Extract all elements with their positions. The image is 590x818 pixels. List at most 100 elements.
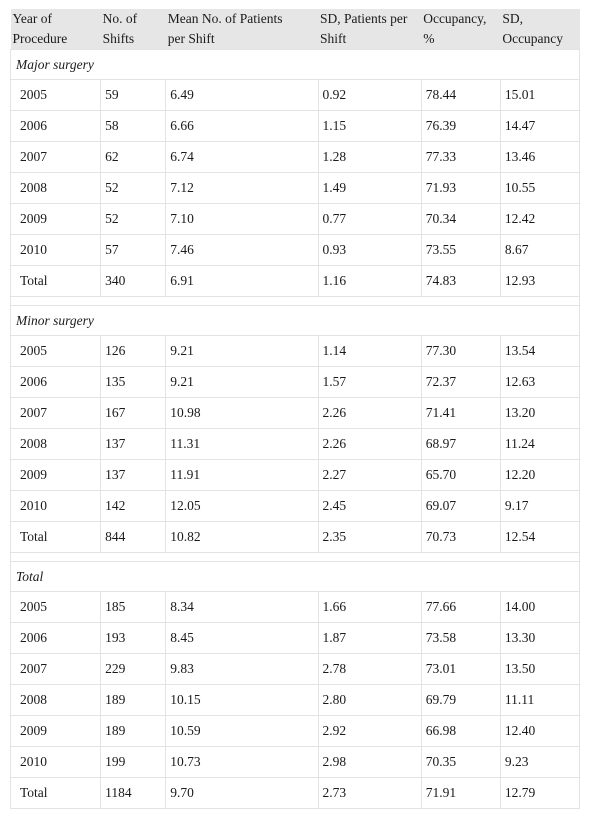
table-row: Total 844 10.82 2.35 70.73 12.54 [9,521,581,553]
mean-patients-header: Mean No. of Patients per Shift [166,9,318,50]
table-cell: 14.00 [500,591,581,623]
column-header-line: SD, [502,11,523,26]
table-cell: 11.11 [500,684,581,716]
table-row: 2005 59 6.49 0.92 78.44 15.01 [9,79,581,111]
table-cell: 12.54 [500,521,581,553]
table-cell: 73.55 [421,234,501,266]
table-cell: 10.82 [165,521,319,553]
table-cell: 137 [100,459,167,491]
table-row: 2006 58 6.66 1.15 76.39 14.47 [9,110,581,142]
table-cell: 8.67 [500,234,581,266]
table-cell: 2009 [9,715,102,747]
table-row: 2008 137 11.31 2.26 68.97 11.24 [9,428,581,460]
table-cell: 2010 [9,234,102,266]
table-cell: 1.15 [318,110,422,142]
table-cell: 6.74 [165,141,319,173]
table-cell: 52 [100,172,167,204]
table-row: 2010 142 12.05 2.45 69.07 9.17 [9,490,581,522]
table-cell: Total [9,777,102,809]
table-cell: 52 [100,203,167,235]
table-cell: 65.70 [421,459,501,491]
table-cell: 74.83 [421,265,501,297]
table-cell: 10.55 [500,172,581,204]
table-cell: 2.78 [318,653,422,685]
column-header-line: Year of [12,11,53,26]
column-header-line: % [423,31,435,46]
section-header-row: Total [10,561,580,592]
table-cell: 7.12 [165,172,319,204]
table-row: 2010 199 10.73 2.98 70.35 9.23 [9,746,581,778]
table-cell: 2.26 [318,428,422,460]
table-cell: 12.05 [165,490,319,522]
table-cell: 13.46 [500,141,581,173]
table-cell: 6.91 [165,265,319,297]
occupancy-header: Occupancy,% [421,9,500,50]
table-cell: 0.93 [318,234,422,266]
table-cell: 70.35 [421,746,501,778]
table-cell: 12.63 [500,366,581,398]
table-cell: 9.70 [165,777,319,809]
table-cell: 137 [100,428,167,460]
table-cell: 73.01 [421,653,501,685]
table-cell: Total [9,265,102,297]
section-header-row: Major surgery [10,49,580,80]
table-cell: 189 [100,684,167,716]
header-row: Year of Procedure No. of Shifts Mean No. of … [10,9,580,50]
table-cell: 6.66 [165,110,319,142]
shifts-header: No. of Shifts [101,9,166,50]
table-cell: 142 [100,490,167,522]
table-cell: 11.24 [500,428,581,460]
table-cell: 185 [100,591,167,623]
table-cell: 2007 [9,141,102,173]
table-cell: 1.28 [318,141,422,173]
table-row: 2008 52 7.12 1.49 71.93 10.55 [9,172,581,204]
column-header-line: Shifts [102,31,135,46]
data-table: Year of Procedure No. of Shifts Mean No. of … [9,9,581,809]
table-cell: 1.66 [318,591,422,623]
column-header-line: Shift [320,31,347,46]
table-cell: 135 [100,366,167,398]
table-cell: 10.15 [165,684,319,716]
table-cell: 126 [100,335,167,367]
table-row: 2005 185 8.34 1.66 77.66 14.00 [9,591,581,623]
year-header: Year of Procedure [11,9,101,50]
column-header-line: Occupancy [502,31,564,46]
column-header-line: No. of [102,11,138,26]
table-cell: 2006 [9,622,102,654]
table-cell: 1.87 [318,622,422,654]
table-cell: 57 [100,234,167,266]
spacer-cell [10,552,580,562]
table-cell: 2006 [9,366,102,398]
table-cell: 2008 [9,684,102,716]
table-cell: 66.98 [421,715,501,747]
table-cell: 12.79 [500,777,581,809]
table-cell: 2.73 [318,777,422,809]
table-cell: 2.26 [318,397,422,429]
column-header-line: SD, Patients per [320,11,408,26]
table-cell: 2.27 [318,459,422,491]
table-cell: 199 [100,746,167,778]
table-body: Major surgery 2005 59 6.49 0.92 78.44 15.01 200… [9,49,581,809]
column-header-line: Procedure [12,31,68,46]
table-cell: 7.10 [165,203,319,235]
table-cell: 71.91 [421,777,501,809]
table-cell: 9.17 [500,490,581,522]
table-cell: 1.14 [318,335,422,367]
table-cell: 68.97 [421,428,501,460]
table-cell: 12.42 [500,203,581,235]
section-spacer [10,296,580,306]
table-cell: 12.20 [500,459,581,491]
table-cell: 71.93 [421,172,501,204]
section-title: Minor surgery [10,305,580,336]
table-cell: 1.49 [318,172,422,204]
table-cell: 11.91 [165,459,319,491]
table-cell: 13.54 [500,335,581,367]
table-cell: 2009 [9,203,102,235]
section-header-row: Minor surgery [10,305,580,336]
table-row: 2009 52 7.10 0.77 70.34 12.42 [9,203,581,235]
table-cell: 10.59 [165,715,319,747]
table-cell: 77.30 [421,335,501,367]
table-row: Total 340 6.91 1.16 74.83 12.93 [9,265,581,297]
table-row: 2005 126 9.21 1.14 77.30 13.54 [9,335,581,367]
table-row: 2010 57 7.46 0.93 73.55 8.67 [9,234,581,266]
